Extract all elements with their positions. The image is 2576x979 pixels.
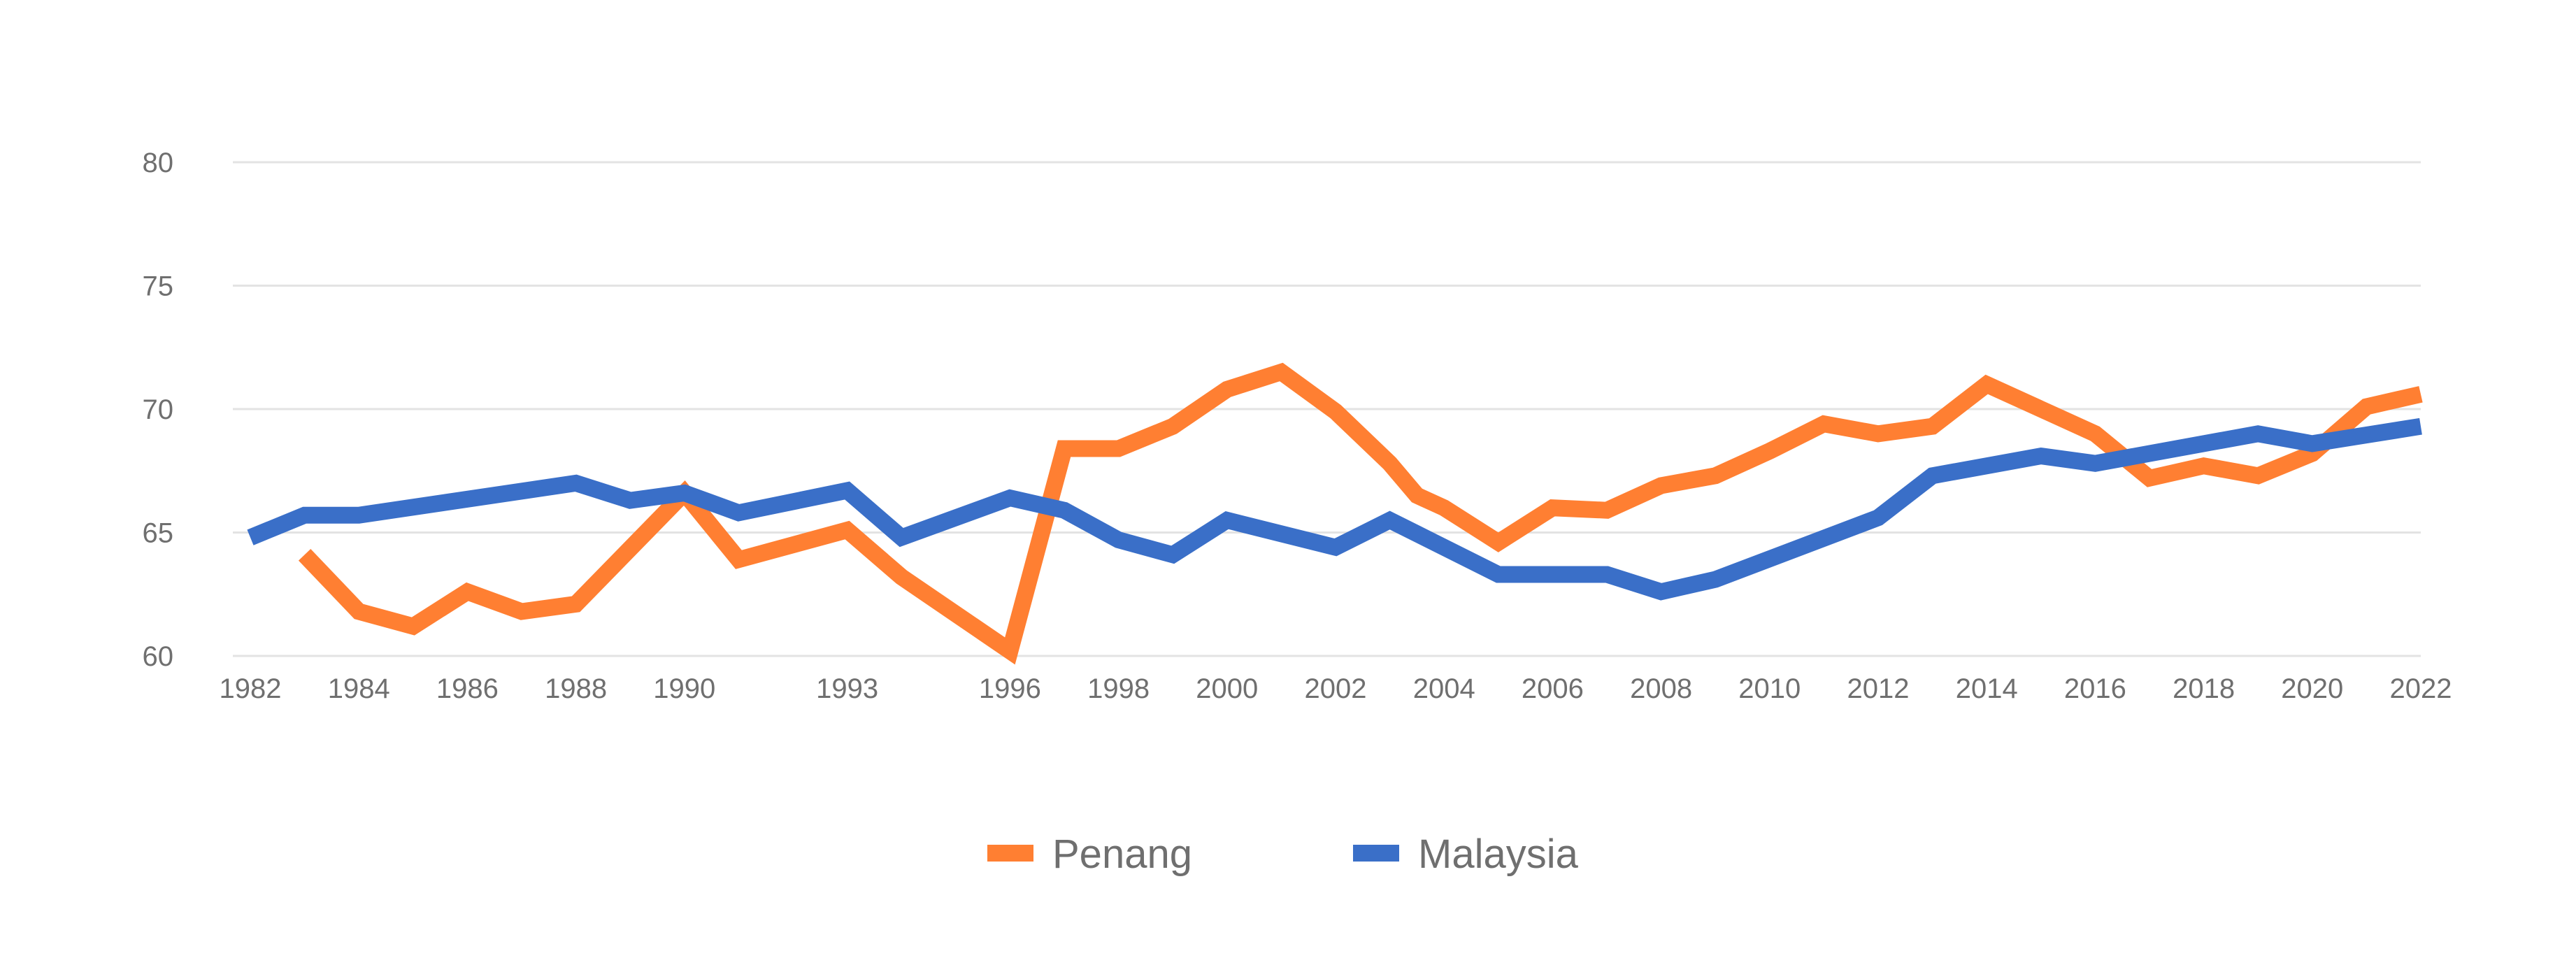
legend: Penang Malaysia	[987, 831, 1579, 877]
x-axis-tick-labels: 1982 1984 1986 1988 1990 1993 1996 1998 2000 2002…	[220, 673, 2452, 704]
legend-swatch	[1353, 845, 1399, 862]
y-tick-label: 70	[143, 394, 174, 425]
y-tick-label: 80	[143, 148, 174, 178]
y-tick-label: 60	[143, 641, 174, 672]
x-tick-label: 2018	[2173, 673, 2235, 704]
x-tick-label: 2000	[1196, 673, 1258, 704]
x-tick-label: 2004	[1413, 673, 1475, 704]
series-lines	[247, 362, 2423, 665]
series-line-penang	[298, 362, 2423, 665]
legend-item-malaysia: Malaysia	[1353, 831, 1579, 877]
legend-swatch	[987, 845, 1033, 862]
x-tick-label: 2008	[1630, 673, 1692, 704]
x-tick-label: 2012	[1847, 673, 1910, 704]
y-tick-label: 65	[143, 518, 174, 549]
legend-label: Penang	[1052, 831, 1192, 877]
x-tick-label: 2016	[2064, 673, 2126, 704]
y-axis-tick-labels: 60 65 70 75 80	[143, 148, 174, 672]
x-tick-label: 1996	[979, 673, 1041, 704]
legend-item-penang: Penang	[987, 831, 1192, 877]
x-tick-label: 1984	[328, 673, 390, 704]
series-line-malaysia	[247, 417, 2422, 601]
x-tick-label: 2006	[1522, 673, 1584, 704]
x-tick-label: 2002	[1305, 673, 1367, 704]
x-tick-label: 2020	[2281, 673, 2343, 704]
x-tick-label: 1982	[220, 673, 282, 704]
y-tick-label: 75	[143, 271, 174, 302]
x-tick-label: 1998	[1087, 673, 1150, 704]
x-tick-label: 2022	[2390, 673, 2452, 704]
x-tick-label: 2010	[1738, 673, 1801, 704]
x-tick-label: 1988	[545, 673, 607, 704]
x-tick-label: 1986	[436, 673, 499, 704]
x-tick-label: 1993	[816, 673, 878, 704]
legend-label: Malaysia	[1418, 831, 1579, 877]
x-tick-label: 2014	[1956, 673, 2018, 704]
x-tick-label: 1990	[653, 673, 715, 704]
